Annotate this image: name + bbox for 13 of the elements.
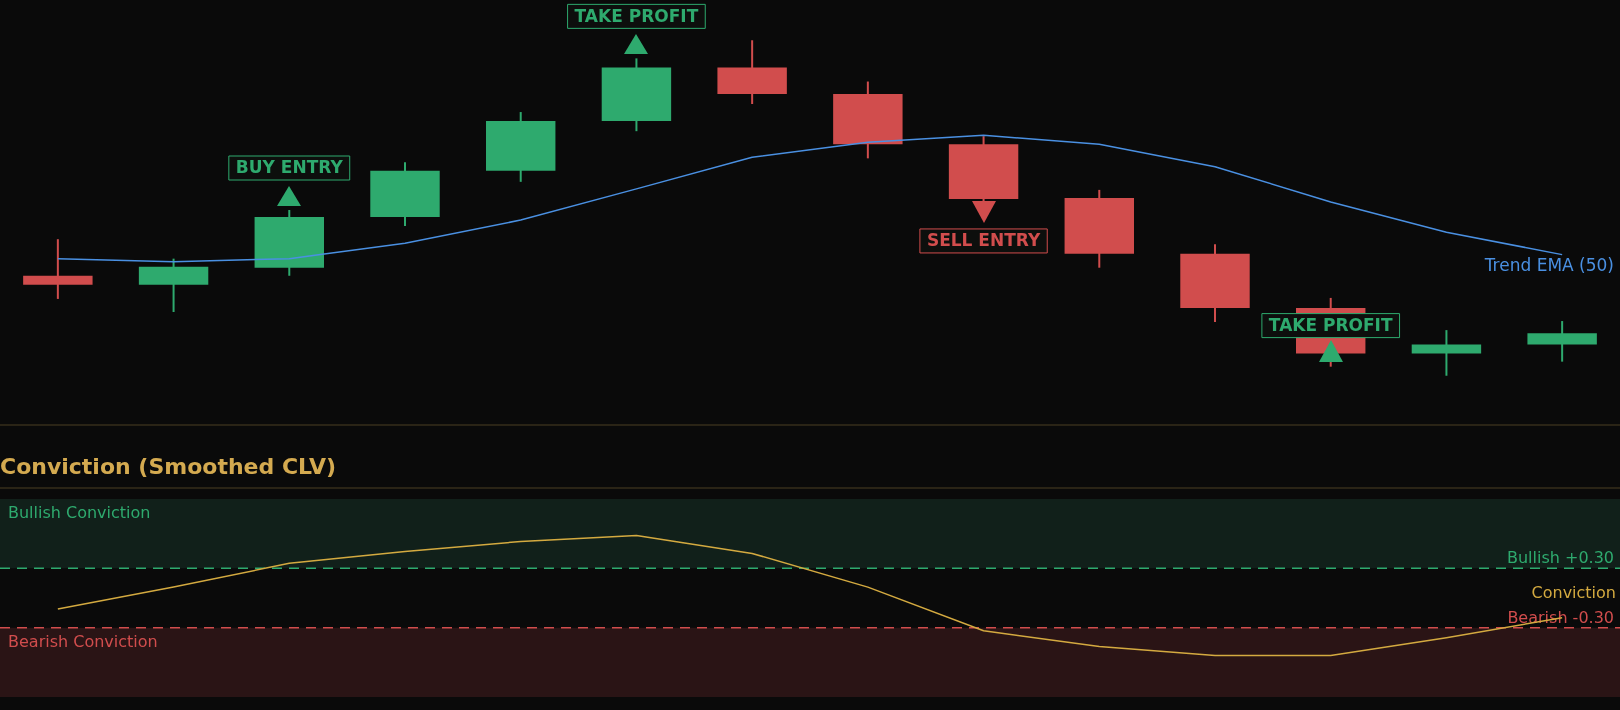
text: TAKE PROFIT [574,5,699,26]
annotation: BUY ENTRY [235,157,344,178]
annotation: SELL ENTRY [926,230,1041,251]
candlestick [23,238,93,300]
annotation: TAKE PROFIT [1268,315,1393,336]
ref-line-label: Bearish -0.30 [1507,607,1614,627]
band-label: Bullish Conviction [8,503,151,523]
candlestick [1411,329,1482,377]
chart-title: Conviction (Smoothed CLV) [0,424,1620,489]
series-label: Conviction [1531,582,1616,602]
ref-line-label: Bullish +0.30 [1506,548,1614,568]
series-label: Trend EMA (50) [1483,255,1614,276]
band-label: Bearish Conviction [8,631,158,651]
